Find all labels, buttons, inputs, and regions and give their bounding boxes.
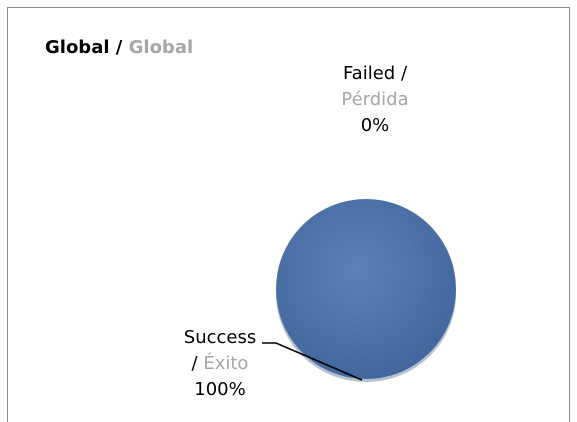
success-label-secondary: Éxito [203, 353, 249, 374]
failed-value-label: 0% [360, 115, 390, 136]
chart-area [7, 7, 570, 422]
data-label-failed: Failed / Pérdida 0% [325, 61, 425, 139]
chart-title-separator: / [109, 37, 129, 58]
failed-label-primary: Failed / [342, 63, 408, 84]
leader-line-success [262, 342, 363, 381]
chart-title: Global / Global [45, 37, 193, 58]
success-label-line2: / Éxito [170, 351, 270, 377]
chart-title-primary: Global [45, 37, 110, 58]
success-value-label: 100% [194, 379, 246, 400]
pie-slice-success [276, 199, 456, 379]
data-label-success: Success / Éxito 100% [170, 325, 270, 403]
chart-title-secondary: Global [128, 37, 194, 58]
success-label-prefix: / [191, 353, 204, 374]
failed-label-secondary: Pérdida [341, 89, 409, 110]
success-label-primary: Success [183, 327, 257, 348]
pie-slices [276, 199, 456, 379]
